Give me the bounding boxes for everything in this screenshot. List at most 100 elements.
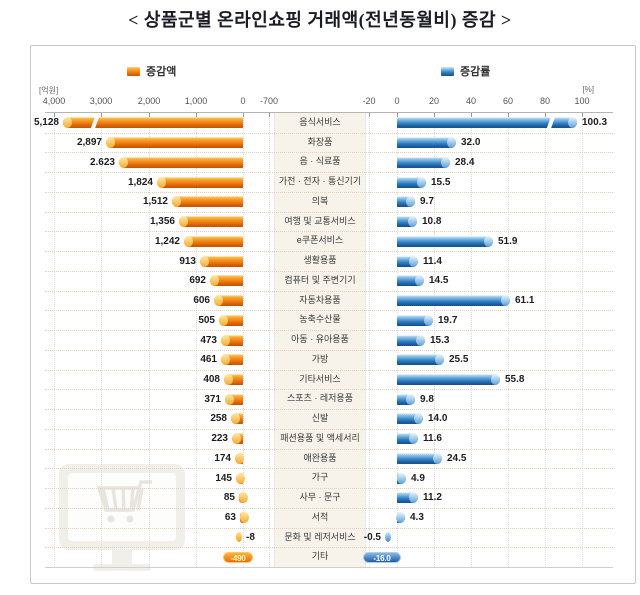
category-label: 음식서비스 [299, 117, 341, 127]
category-label: 가방 [311, 353, 329, 364]
amount-value-label: 145 [215, 472, 232, 484]
rate-bar [397, 314, 433, 326]
legend-rate: 증감률 [441, 63, 490, 79]
axis-tick-mark [397, 113, 398, 117]
row-separator [45, 330, 613, 332]
rate-value-label: 10.8 [422, 216, 442, 228]
row-separator [45, 527, 613, 529]
rate-value-label: 61.1 [515, 295, 535, 307]
vertical-gridline [101, 113, 102, 567]
amount-bar [239, 492, 248, 504]
amount-bar [63, 115, 243, 131]
amount-negative-dot [236, 532, 242, 543]
rate-value-label: 11.2 [423, 492, 442, 504]
category-label: 음 · 식료품 [299, 156, 341, 167]
vertical-gridline [434, 113, 435, 567]
amount-bar [157, 176, 243, 188]
row-separator [45, 231, 613, 233]
amount-bar [224, 373, 243, 385]
rate-bar [397, 354, 444, 366]
rate-bar [397, 115, 577, 131]
rate-value-label: 25.5 [449, 354, 469, 366]
axis-tick-mark [54, 113, 55, 117]
vertical-gridline [582, 113, 583, 567]
rate-value-label: 9.7 [420, 196, 434, 208]
row-separator [45, 290, 613, 292]
rate-legend-label: 증감률 [460, 66, 491, 78]
rate-value-label: 15.3 [430, 334, 450, 346]
row-separator [45, 488, 613, 490]
axis-tick-mark [545, 113, 546, 117]
axis-tick-label: 20 [428, 96, 440, 106]
rate-negative-dot [385, 532, 391, 543]
axis-tick-label: 80 [539, 96, 551, 106]
vertical-gridline [149, 113, 150, 567]
rate-bar [397, 393, 415, 405]
axis-tick-label: 1,000 [184, 96, 208, 106]
rate-value-label: 51.9 [498, 235, 518, 247]
rate-value-label: 14.0 [428, 413, 448, 425]
amount-legend-label: 증감액 [146, 66, 177, 78]
bottom-axis-line [45, 567, 613, 568]
rate-unit-label: [%] [582, 85, 594, 94]
category-label: 사무 · 문구 [299, 492, 341, 503]
rate-bar [397, 255, 418, 267]
amount-bar [225, 393, 243, 405]
rate-bar [397, 492, 418, 504]
rate-bar [397, 196, 415, 208]
vertical-gridline [243, 113, 244, 567]
amount-value-label: 371 [204, 393, 221, 405]
amount-unit-label: [억원] [39, 86, 59, 95]
rate-axis-break-icon [546, 115, 556, 131]
axis-tick-label: 100 [574, 96, 590, 106]
axis-tick-mark [149, 113, 150, 117]
rate-bar [397, 373, 500, 385]
amount-value-label: 1,242 [154, 235, 180, 247]
rate-legend-swatch [441, 66, 454, 76]
row-separator [45, 547, 613, 549]
amount-bar [106, 137, 243, 149]
category-label: e쿠폰서비스 [296, 235, 344, 246]
amount-value-label: 174 [214, 452, 231, 464]
rate-bar [397, 413, 423, 425]
legend-amount: 증감액 [127, 63, 176, 79]
rate-value-label: 9.8 [420, 393, 434, 405]
category-label: 의복 [311, 195, 329, 206]
category-label: 아동 · 유아용품 [291, 334, 349, 345]
amount-value-label: 913 [179, 255, 196, 267]
rate-value-label: 19.7 [438, 314, 458, 326]
rate-bar [397, 216, 417, 228]
row-separator [45, 428, 613, 430]
axis-tick-label: 0 [240, 96, 246, 106]
row-separator [45, 211, 613, 213]
row-separator [45, 349, 613, 351]
top-axis-line [45, 112, 613, 113]
rate-value-label: 32.0 [461, 137, 481, 149]
amount-bar [219, 314, 243, 326]
amount-bar [172, 196, 243, 208]
vertical-gridline [545, 113, 546, 567]
row-separator [45, 191, 613, 193]
amount-value-label: 223 [211, 433, 228, 445]
category-label: 서적 [311, 511, 329, 522]
category-label: 화장품 [307, 136, 333, 147]
axis-tick-mark [101, 113, 102, 117]
vertical-gridline [196, 113, 197, 567]
category-label: 가전 · 전자 · 통신기기 [278, 176, 362, 187]
amount-value-label: 1,512 [142, 196, 168, 208]
amount-value-label: 1,824 [127, 176, 153, 188]
amount-bar [119, 156, 243, 168]
amount-bar [231, 413, 243, 425]
axis-tick-mark [471, 113, 472, 117]
rate-bar [397, 137, 456, 149]
rate-bar [397, 472, 406, 484]
row-separator [45, 172, 613, 174]
amount-bar [235, 452, 244, 464]
rate-offscale-badge: -16.0 [363, 551, 401, 563]
amount-bar [184, 235, 243, 247]
amount-offscale-badge: -490 [223, 551, 253, 563]
rate-bar [396, 512, 405, 524]
vertical-gridline [269, 113, 270, 567]
chart-title: < 상품군별 온라인쇼핑 거래액(전년동월비) 증감 > [128, 10, 512, 30]
category-label: 생활용품 [303, 255, 337, 266]
